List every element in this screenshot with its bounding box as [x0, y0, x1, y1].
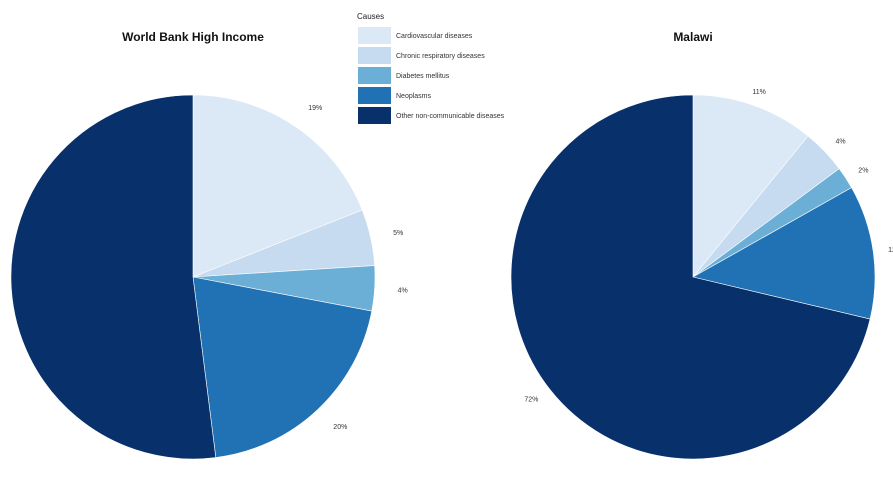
- legend: Causes Cardiovascular diseases Chronic re…: [357, 12, 505, 124]
- legend-swatch-chronic-respiratory-diseases: [358, 47, 391, 64]
- slice-label-chronic-respiratory-diseases: 4%: [836, 139, 846, 146]
- legend-label-diabetes-mellitus: Diabetes mellitus: [396, 73, 450, 80]
- slice-label-chronic-respiratory-diseases: 5%: [393, 230, 403, 237]
- pie-slice-neoplasms: [692, 187, 876, 320]
- pie-chart-malawi: Malawi 11% 4% 2% 12% 72%: [510, 30, 893, 460]
- legend-label-neoplasms: Neoplasms: [396, 93, 432, 100]
- slice-label-diabetes-mellitus: 4%: [398, 287, 408, 294]
- slice-label-diabetes-mellitus: 2%: [858, 167, 868, 174]
- legend-label-chronic-respiratory-diseases: Chronic respiratory diseases: [396, 53, 485, 60]
- pie-slice-neoplasms: [192, 276, 373, 458]
- chart-title-malawi: Malawi: [673, 30, 712, 44]
- legend-swatch-neoplasms: [358, 87, 391, 104]
- slice-label-neoplasms: 20%: [333, 424, 347, 431]
- pie-slice-cardiovascular-diseases: [192, 94, 363, 278]
- slice-label-other-non-communicable-diseases: 72%: [524, 397, 538, 404]
- pie-chart-world-bank-high-income: World Bank High Income 19%5%4%20%52%: [10, 30, 408, 460]
- legend-label-other-non-communicable-diseases: Other non-communicable diseases: [396, 113, 505, 120]
- pie-slice-cardiovascular-diseases: [692, 94, 809, 278]
- legend-title: Causes: [357, 12, 384, 21]
- legend-swatch-cardiovascular-diseases: [358, 27, 391, 44]
- slice-label-neoplasms: 12%: [888, 247, 893, 254]
- legend-swatch-diabetes-mellitus: [358, 67, 391, 84]
- legend-swatch-other-non-communicable-diseases: [358, 107, 391, 124]
- pie-slice-other-non-communicable-diseases: [510, 94, 871, 460]
- slice-label-cardiovascular-diseases: 11%: [752, 89, 766, 96]
- pie-slice-other-non-communicable-diseases: [10, 94, 217, 460]
- chart-title-world-bank-high-income: World Bank High Income: [122, 30, 264, 44]
- slice-label-cardiovascular-diseases: 19%: [308, 105, 322, 112]
- legend-label-cardiovascular-diseases: Cardiovascular diseases: [396, 33, 473, 40]
